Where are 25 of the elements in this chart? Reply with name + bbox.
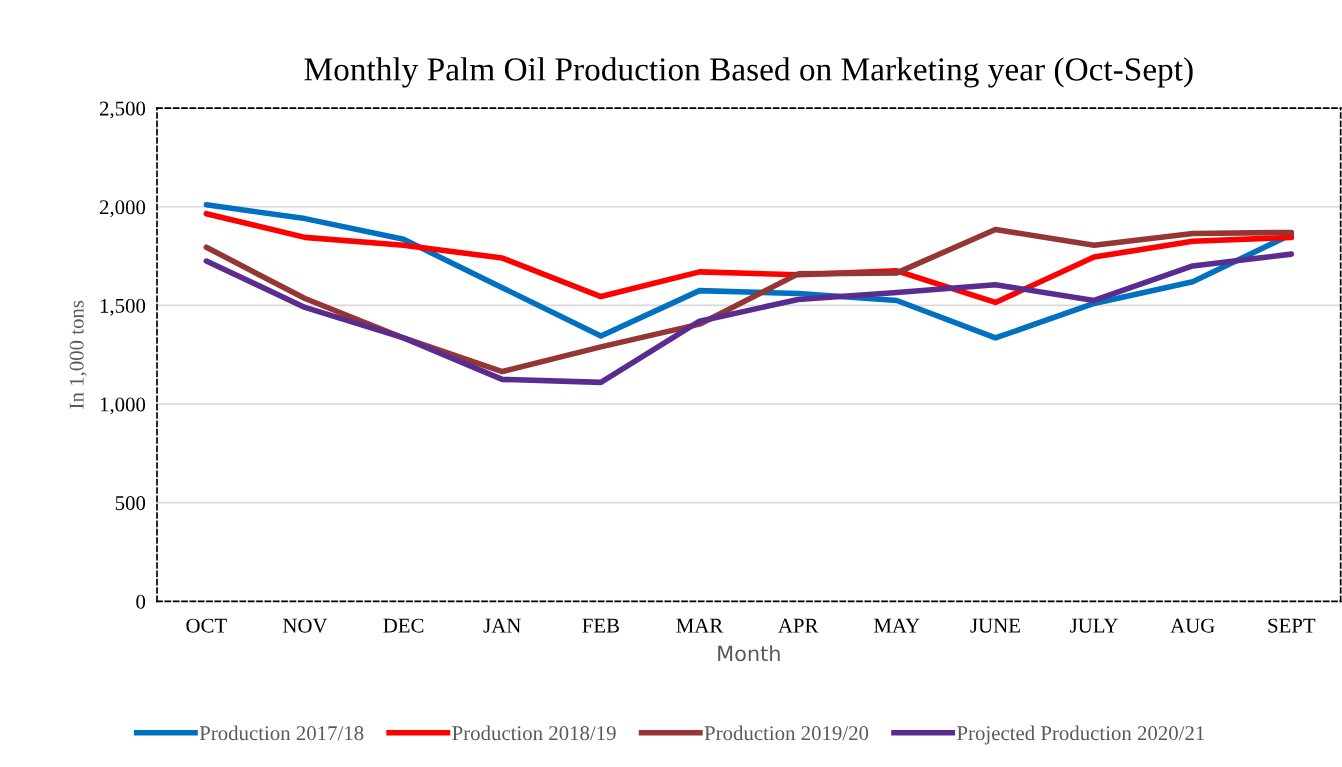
y-axis-title: In 1,000 tons <box>69 300 87 409</box>
x-tick-label: MAY <box>874 618 920 633</box>
legend-label: Production 2019/20 <box>704 725 869 741</box>
x-tick-label: OCT <box>186 618 227 633</box>
x-tick-label: APR <box>778 618 819 633</box>
y-tick-label: 1,000 <box>100 397 146 415</box>
x-tick-label: NOV <box>283 618 328 633</box>
legend-label: Production 2017/18 <box>199 725 364 741</box>
x-tick-label: JUNE <box>970 618 1020 633</box>
y-tick-label: 0 <box>136 594 146 609</box>
x-tick-label: FEB <box>582 618 619 633</box>
y-tick-label: 500 <box>115 496 146 511</box>
legend-label: Projected Production 2020/21 <box>957 725 1205 745</box>
y-tick-label: 2,500 <box>99 101 146 119</box>
x-tick-label: MAR <box>676 618 724 633</box>
y-tick-label: 1,500 <box>100 298 146 316</box>
legend-label: Production 2018/19 <box>452 725 616 741</box>
x-tick-label: SEPT <box>1268 618 1316 633</box>
x-axis-title: Month <box>718 645 780 662</box>
x-tick-label: JAN <box>483 618 521 633</box>
x-tick-label: DEC <box>383 618 424 633</box>
x-tick-label: AUG <box>1170 618 1215 633</box>
y-tick-label: 2,000 <box>99 200 146 218</box>
x-tick-label: JULY <box>1070 618 1118 633</box>
chart-title: Monthly Palm Oil Production Based on Marketing year (Oct-Sept) <box>304 57 1193 88</box>
